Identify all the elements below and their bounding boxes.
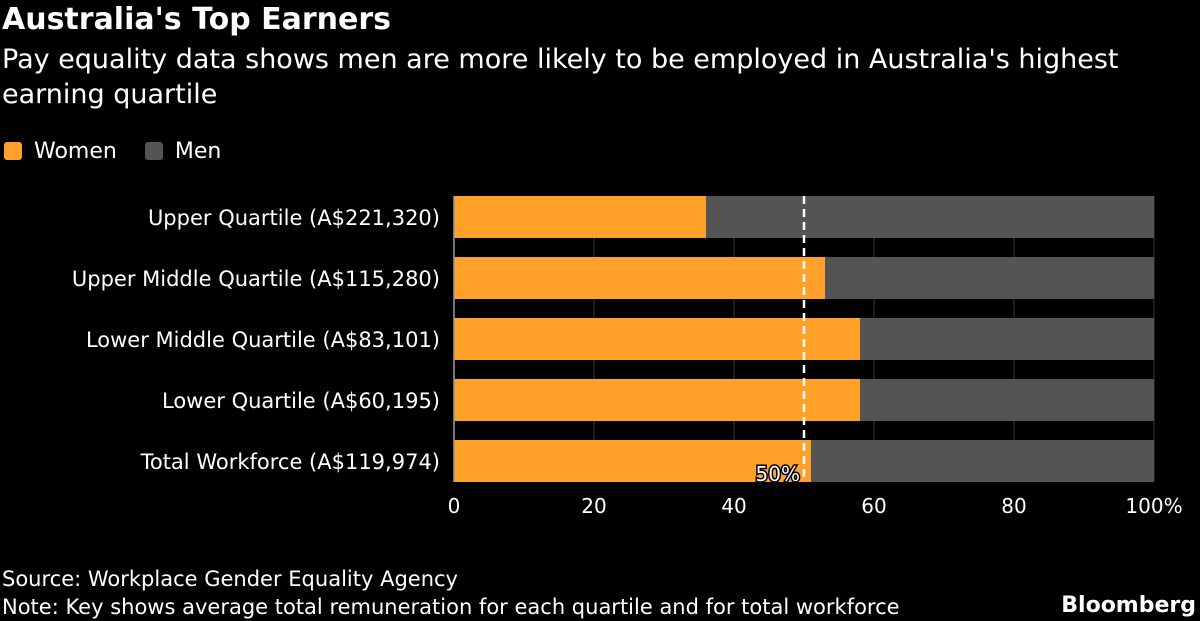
bar-women-1 [454,257,825,299]
category-label-3: Lower Quartile (A$60,195) [162,389,440,413]
bar-men-4 [811,440,1154,482]
bloomberg-logo: Bloomberg [1061,593,1196,618]
reference-line-label: 50% [756,462,800,486]
bar-women-3 [454,379,860,421]
category-label-2: Lower Middle Quartile (A$83,101) [86,328,440,352]
bar-women-0 [454,196,706,238]
legend-item-women: Women [4,139,117,164]
x-tick-label-4: 80 [1001,494,1026,518]
chart-subtitle: Pay equality data shows men are more lik… [2,44,1119,110]
legend-label-women: Women [34,138,117,164]
legend-label-men: Men [174,138,222,164]
chart-title: Australia's Top Earners [2,2,392,37]
bar-men-2 [860,318,1154,360]
source-note: Source: Workplace Gender Equality Agency [2,567,458,591]
legend: Women Men [4,137,249,165]
x-tick-label-5: 100% [1125,494,1182,518]
x-tick-label-1: 20 [581,494,606,518]
category-label-4: Total Workforce (A$119,974) [140,450,440,474]
legend-swatch-men [144,142,163,160]
legend-swatch-women [4,142,22,160]
x-tick-label-0: 0 [448,494,461,518]
category-label-0: Upper Quartile (A$221,320) [148,206,440,230]
bar-women-2 [454,318,860,360]
bar-men-1 [825,257,1154,299]
bar-men-3 [860,379,1154,421]
bar-women-4 [454,440,811,482]
x-tick-label-2: 40 [721,494,746,518]
x-tick-label-3: 60 [861,494,886,518]
category-label-1: Upper Middle Quartile (A$115,280) [72,267,440,291]
bar-men-0 [706,196,1154,238]
footnote: Note: Key shows average total remunerati… [2,595,900,619]
legend-item-men: Men [144,138,222,164]
